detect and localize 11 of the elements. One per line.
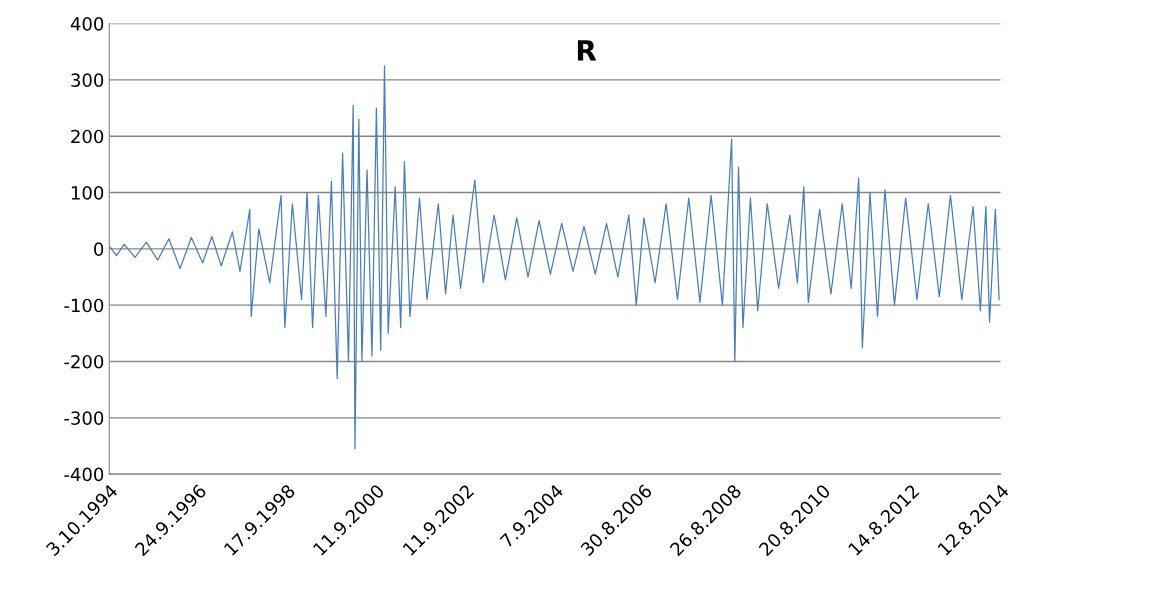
y-tick-label: 300 bbox=[71, 73, 104, 87]
y-tick-label: 100 bbox=[71, 185, 104, 200]
y-tick-label: -200 bbox=[64, 354, 104, 369]
y-tick-label: -100 bbox=[64, 298, 104, 313]
chart-title: R bbox=[577, 40, 597, 61]
y-tick-label: 400 bbox=[70, 17, 104, 31]
y-tick-label: 200 bbox=[71, 129, 104, 144]
y-tick-label: 0 bbox=[94, 242, 104, 256]
y-tick-label: -400 bbox=[64, 467, 104, 482]
line-series bbox=[109, 65, 1000, 450]
y-tick-label: -300 bbox=[64, 411, 104, 425]
